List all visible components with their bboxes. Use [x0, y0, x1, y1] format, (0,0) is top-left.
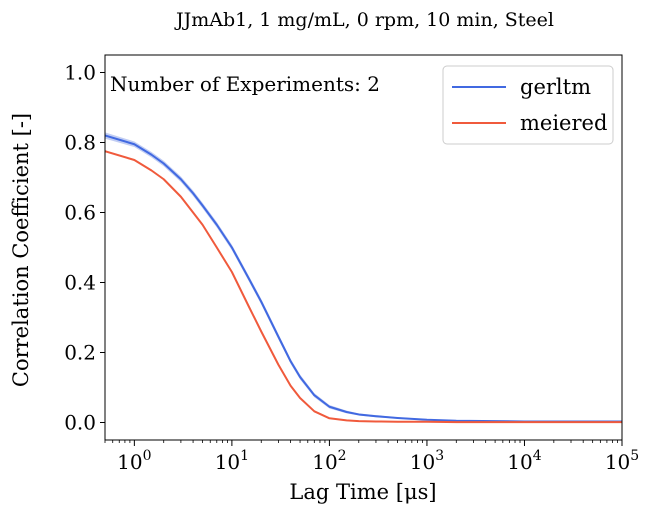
axes: 0.0 0.2 0.4 0.6 0.8 1.0 100 101 102 103 104 105 [64, 54, 639, 474]
legend-frame [442, 65, 614, 145]
x-axis-label: Lag Time [μs] [289, 480, 436, 504]
y-tick-label: 0.6 [64, 201, 96, 225]
y-axis-label: Correlation Coefficient [-] [9, 113, 33, 387]
series-line-meiered [105, 150, 622, 424]
y-tick-label: 1.0 [64, 61, 96, 85]
legend-label-gerltm: gerltm [520, 75, 591, 99]
chart-title: JJmAb1, 1 mg/mL, 0 rpm, 10 min, Steel [174, 9, 554, 31]
y-tick-label: 0.8 [64, 131, 96, 155]
y-tick-label: 0.2 [64, 341, 96, 365]
experiment-count-annotation: Number of Experiments: 2 [110, 72, 380, 96]
legend: gerltm meiered [442, 65, 614, 145]
series-line-gerltm [105, 134, 622, 423]
x-tick-label: 101 [215, 448, 249, 474]
x-tick-label: 104 [507, 448, 541, 474]
plot-area [105, 132, 622, 424]
x-tick-label: 102 [312, 448, 346, 474]
legend-label-meiered: meiered [520, 111, 607, 135]
y-tick-label: 0.0 [64, 411, 96, 435]
x-tick-label: 100 [117, 448, 151, 474]
x-tick-label: 105 [605, 448, 639, 474]
x-tick-label: 103 [410, 448, 444, 474]
y-tick-label: 0.4 [64, 271, 96, 295]
plot-frame [104, 54, 623, 441]
